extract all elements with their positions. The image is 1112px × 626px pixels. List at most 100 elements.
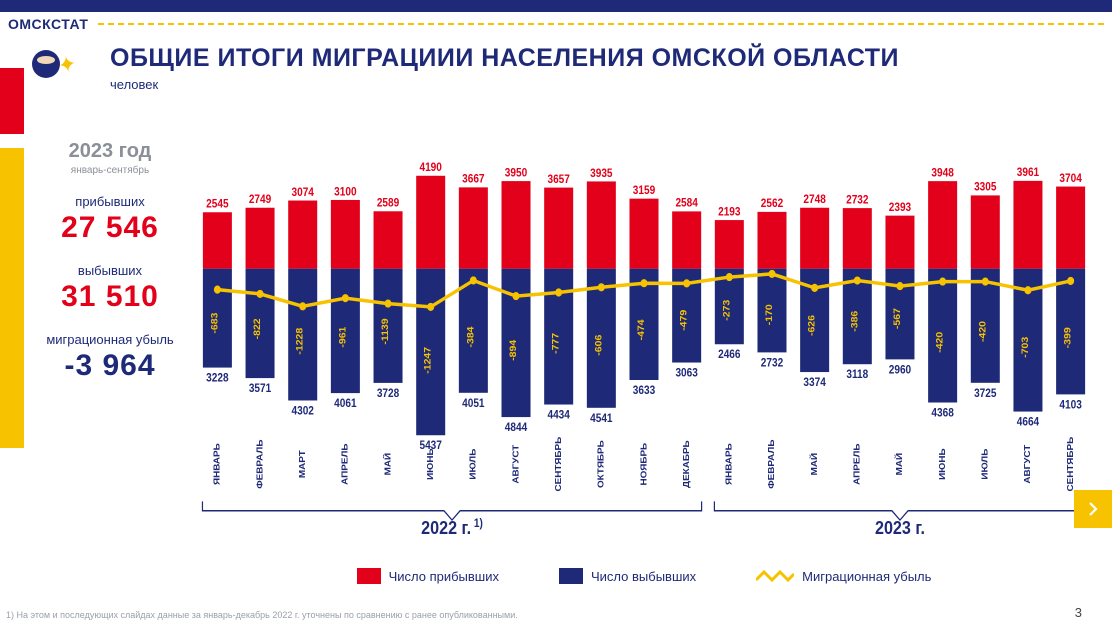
legend-net-swatch: [756, 568, 794, 584]
svg-text:МАЙ: МАЙ: [809, 453, 819, 476]
svg-text:ЯНВАРЬ: ЯНВАРЬ: [724, 443, 733, 485]
svg-text:-399: -399: [1063, 327, 1073, 349]
svg-text:НОЯБРЬ: НОЯБРЬ: [639, 442, 648, 485]
svg-text:3571: 3571: [249, 382, 271, 395]
svg-text:ЯНВАРЬ: ЯНВАРЬ: [212, 443, 221, 485]
svg-text:2562: 2562: [761, 198, 783, 211]
legend-arrived: Число прибывших: [357, 568, 499, 584]
brand-line: [98, 23, 1104, 25]
side-year: 2023 год: [30, 140, 190, 163]
svg-text:ОКТЯБРЬ: ОКТЯБРЬ: [596, 440, 605, 488]
svg-text:4541: 4541: [590, 412, 612, 425]
svg-text:МАЙ: МАЙ: [894, 453, 904, 476]
legend-net: Миграционная убыль: [756, 568, 931, 584]
chevron-right-icon: [1084, 500, 1102, 518]
svg-text:ФЕВРАЛЬ: ФЕВРАЛЬ: [767, 439, 776, 489]
svg-text:2545: 2545: [206, 198, 228, 211]
topbar: [0, 0, 1112, 12]
svg-text:3063: 3063: [675, 367, 697, 380]
svg-text:-1247: -1247: [423, 346, 433, 373]
title-row: ✦ ОБЩИЕ ИТОГИ МИГРАЦИИИ НАСЕЛЕНИЯ ОМСКОЙ…: [0, 32, 1112, 92]
side-departed-value: 31 510: [30, 280, 190, 314]
svg-text:-777: -777: [551, 332, 561, 354]
svg-text:ИЮНЬ: ИЮНЬ: [426, 448, 435, 480]
legend-departed: Число выбывших: [559, 568, 696, 584]
svg-text:-420: -420: [978, 320, 988, 342]
svg-text:-273: -273: [722, 299, 732, 321]
svg-text:3704: 3704: [1059, 172, 1081, 185]
svg-text:2749: 2749: [249, 193, 271, 206]
svg-text:-479: -479: [679, 309, 689, 331]
svg-text:-961: -961: [338, 326, 348, 348]
svg-text:ИЮНЬ: ИЮНЬ: [937, 448, 946, 480]
legend: Число прибывших Число выбывших Миграцион…: [190, 568, 1098, 584]
svg-text:-683: -683: [210, 312, 220, 334]
legend-departed-swatch: [559, 568, 583, 584]
page-title: ОБЩИЕ ИТОГИ МИГРАЦИИИ НАСЕЛЕНИЯ ОМСКОЙ О…: [110, 44, 1102, 73]
legend-net-label: Миграционная убыль: [802, 569, 931, 584]
svg-text:4103: 4103: [1059, 399, 1081, 412]
legend-arrived-swatch: [357, 568, 381, 584]
svg-text:2023 г.: 2023 г.: [875, 517, 925, 538]
svg-text:СЕНТЯБРЬ: СЕНТЯБРЬ: [554, 436, 563, 491]
svg-text:-170: -170: [765, 304, 775, 326]
svg-text:-822: -822: [253, 318, 263, 340]
svg-text:ИЮЛЬ: ИЮЛЬ: [468, 448, 477, 479]
sidebar: 2023 год январь-сентябрь прибывших 27 54…: [30, 110, 190, 584]
page-subtitle: человек: [110, 77, 1102, 92]
side-arrived-label: прибывших: [30, 194, 190, 209]
svg-text:2732: 2732: [846, 194, 868, 207]
svg-text:ФЕВРАЛЬ: ФЕВРАЛЬ: [255, 439, 264, 489]
next-slide-button[interactable]: [1074, 490, 1112, 528]
svg-text:-703: -703: [1021, 336, 1031, 358]
svg-text:-474: -474: [637, 319, 647, 341]
svg-text:2748: 2748: [803, 193, 825, 206]
svg-text:МАРТ: МАРТ: [298, 450, 307, 478]
svg-text:3657: 3657: [547, 173, 569, 186]
legend-departed-label: Число выбывших: [591, 569, 696, 584]
svg-text:4368: 4368: [931, 407, 953, 420]
svg-text:-894: -894: [509, 339, 519, 361]
svg-text:АПРЕЛЬ: АПРЕЛЬ: [340, 443, 349, 485]
svg-text:2960: 2960: [889, 364, 911, 377]
svg-text:3100: 3100: [334, 186, 356, 199]
svg-text:3374: 3374: [803, 376, 825, 389]
brand: ОМСКСТАТ: [8, 16, 88, 32]
svg-text:3950: 3950: [505, 167, 527, 180]
svg-text:-386: -386: [850, 310, 860, 332]
svg-text:СЕНТЯБРЬ: СЕНТЯБРЬ: [1065, 436, 1074, 491]
legend-arrived-label: Число прибывших: [389, 569, 499, 584]
svg-text:-1228: -1228: [295, 327, 305, 354]
svg-text:3633: 3633: [633, 384, 655, 397]
svg-text:4061: 4061: [334, 397, 356, 410]
accent-yellow-block: [0, 148, 24, 448]
svg-text:3961: 3961: [1017, 167, 1039, 180]
svg-text:4051: 4051: [462, 397, 484, 410]
side-arrived-value: 27 546: [30, 211, 190, 245]
accent-red-block: [0, 68, 24, 134]
header: ОМСКСТАТ: [0, 12, 1112, 32]
svg-text:МАЙ: МАЙ: [382, 453, 392, 476]
svg-text:2584: 2584: [675, 197, 697, 210]
svg-text:3667: 3667: [462, 173, 484, 186]
svg-text:3159: 3159: [633, 184, 655, 197]
svg-text:АВГУСТ: АВГУСТ: [1023, 444, 1032, 483]
svg-text:2193: 2193: [718, 206, 740, 219]
svg-text:2732: 2732: [761, 357, 783, 370]
footnote: 1) На этом и последующих слайдах данные …: [6, 610, 518, 620]
content: 2023 год январь-сентябрь прибывших 27 54…: [30, 110, 1098, 584]
svg-text:3948: 3948: [931, 167, 953, 180]
svg-text:ИЮЛЬ: ИЮЛЬ: [980, 448, 989, 479]
chart-wrap: 25453228-683ЯНВАРЬ27493571-822ФЕВРАЛЬ307…: [190, 110, 1098, 584]
svg-text:-1139: -1139: [381, 318, 391, 345]
side-departed-label: выбывших: [30, 263, 190, 278]
svg-text:-567: -567: [893, 308, 903, 330]
svg-text:-606: -606: [594, 334, 604, 356]
svg-text:АПРЕЛЬ: АПРЕЛЬ: [852, 443, 861, 485]
svg-text:-626: -626: [807, 314, 817, 336]
svg-text:2466: 2466: [718, 349, 740, 362]
side-net-label: миграционная убыль: [30, 332, 190, 347]
svg-text:2589: 2589: [377, 197, 399, 210]
svg-text:3305: 3305: [974, 181, 996, 194]
svg-text:АВГУСТ: АВГУСТ: [511, 444, 520, 483]
